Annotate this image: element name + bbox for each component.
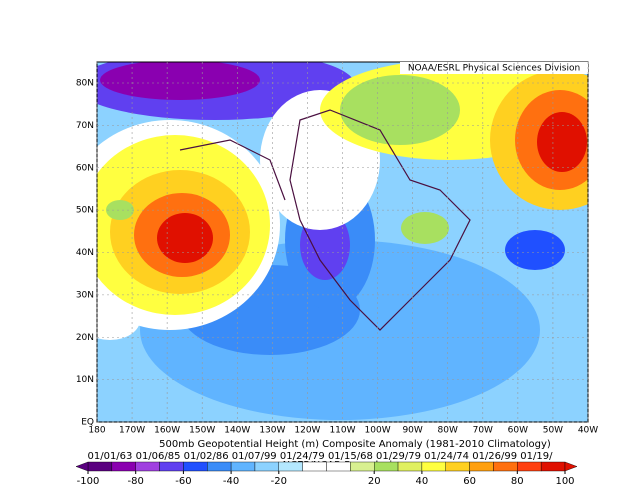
- lon-label: 160W: [154, 426, 180, 436]
- lon-label: 120W: [294, 426, 320, 436]
- lon-label: 100W: [365, 426, 391, 436]
- colorbar-cell: [469, 461, 494, 472]
- anomaly-map: [97, 62, 588, 422]
- colorbar-cell: [493, 461, 518, 472]
- lat-label: EQ: [81, 418, 94, 428]
- colorbar-tick-label: 20: [368, 476, 381, 487]
- lat-label: 40N: [76, 248, 94, 258]
- colorbar-cell: [159, 461, 184, 472]
- colorbar-tick-label: 60: [463, 476, 476, 487]
- lon-label: 110W: [329, 426, 355, 436]
- colorbar-tick-label: 100: [555, 476, 574, 487]
- colorbar-cell: [87, 461, 113, 472]
- colorbar-tick-label: -100: [77, 476, 100, 487]
- colorbar-cell: [445, 461, 470, 472]
- lon-label: 90W: [402, 426, 422, 436]
- colorbar-cell: [517, 461, 542, 472]
- colorbar-tick-label: -20: [271, 476, 287, 487]
- colorbar-tick-label: 40: [416, 476, 429, 487]
- credit: NOAA/ESRL Physical Sciences Division: [408, 64, 580, 74]
- lon-label: 50W: [543, 426, 563, 436]
- lon-label: 150W: [189, 426, 215, 436]
- lat-label: 30N: [76, 290, 94, 300]
- colorbar-cell: [230, 461, 256, 472]
- lon-label: 170W: [119, 426, 145, 436]
- colorbar-cell: [350, 461, 375, 472]
- lat-label: 50N: [76, 206, 94, 216]
- colorbar-tick-label: -60: [175, 476, 191, 487]
- colorbar-cell: [183, 461, 208, 472]
- colorbar-cell: [254, 461, 279, 472]
- lat-label: 80N: [76, 79, 94, 89]
- colorbar-cell: [111, 461, 136, 472]
- colorbar-cell: [135, 461, 160, 472]
- lon-label: 80W: [438, 426, 458, 436]
- colorbar-tick-label: -40: [223, 476, 239, 487]
- colorbar-cell: [374, 461, 399, 472]
- colorbar-arrow-left: [75, 461, 89, 472]
- lon-label: 60W: [508, 426, 528, 436]
- lat-label: 60N: [76, 163, 94, 173]
- colorbar-cell: [207, 461, 232, 472]
- colorbar-cell: [278, 461, 303, 472]
- colorbar-cell: [421, 461, 446, 472]
- colorbar-cell: [302, 461, 327, 472]
- lon-label: 180: [88, 426, 105, 436]
- lat-label: 70N: [76, 121, 94, 131]
- colorbar-tick-label: -80: [128, 476, 144, 487]
- colorbar-cell: [397, 461, 423, 472]
- colorbar-cell: [326, 461, 351, 472]
- lon-label: 40W: [578, 426, 598, 436]
- lat-label: 20N: [76, 333, 94, 343]
- dates: 01/01/63 01/06/85 01/02/86 01/07/99 01/2…: [87, 451, 553, 462]
- lon-label: 70W: [473, 426, 493, 436]
- credit-box: [400, 62, 588, 74]
- colorbar-cell: [540, 461, 566, 472]
- lon-label: 140W: [224, 426, 250, 436]
- map-title: 500mb Geopotential Height (m) Composite …: [159, 439, 551, 450]
- lat-label: 10N: [76, 375, 94, 385]
- lon-label: 130W: [259, 426, 285, 436]
- colorbar-tick-label: 80: [511, 476, 524, 487]
- colorbar-arrow-right: [564, 461, 578, 472]
